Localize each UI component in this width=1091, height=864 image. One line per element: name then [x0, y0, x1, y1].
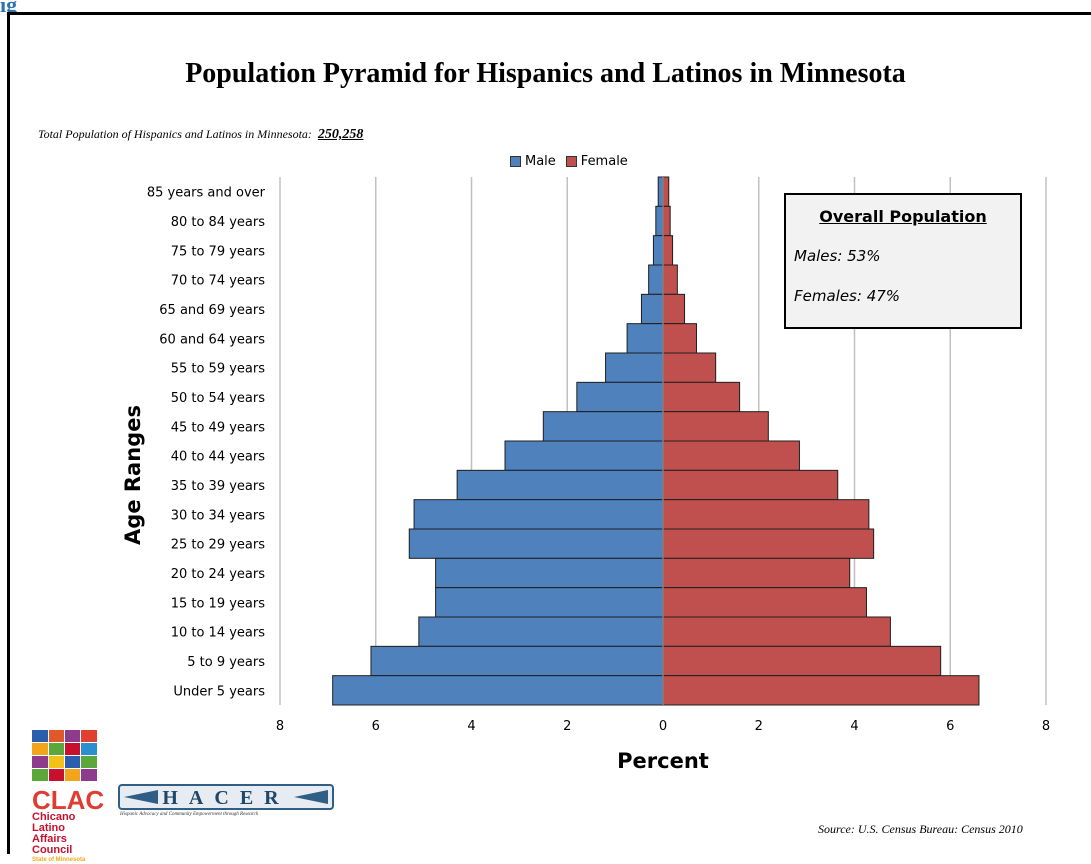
clac-mosaic-icon	[32, 730, 97, 781]
bar-female	[662, 557, 851, 589]
bar-male	[504, 440, 664, 471]
legend-item-female: Female	[565, 154, 628, 169]
bar-female	[662, 381, 741, 413]
chart-title: Population Pyramid for Hispanics and Lat…	[185, 58, 906, 89]
x-tick-label: 2	[563, 719, 571, 734]
bar-male	[413, 499, 664, 530]
bar-female	[662, 616, 891, 647]
bar-male	[576, 381, 664, 413]
bar-male	[370, 645, 664, 677]
category-label: 80 to 84 years	[171, 215, 266, 230]
overall-population-title: Overall Population	[819, 207, 987, 226]
category-label: 60 and 64 years	[159, 332, 265, 347]
category-label: 40 to 44 years	[171, 450, 266, 465]
bar-female	[662, 440, 800, 471]
category-label: 70 to 74 years	[171, 274, 266, 289]
bar-female	[662, 352, 717, 383]
category-label: 25 to 29 years	[171, 538, 266, 553]
bar-female	[662, 264, 678, 295]
legend-swatch-female	[565, 156, 577, 167]
category-label: 55 to 59 years	[171, 362, 266, 377]
category-label: 75 to 79 years	[171, 244, 266, 259]
y-axis-label: Age Ranges	[121, 405, 145, 545]
bar-female	[662, 675, 980, 706]
category-label: 85 years and over	[147, 186, 266, 201]
hacer-wordmark: HACER	[162, 787, 289, 809]
category-label: 35 to 39 years	[171, 479, 266, 494]
clac-logo-line3: State of Minnesota	[32, 857, 86, 863]
bar-male	[332, 675, 664, 706]
legend-label-female: Female	[580, 154, 628, 169]
total-population-line: Total Population of Hispanics and Latino…	[38, 127, 363, 143]
males-share: Males: 53%	[794, 247, 881, 265]
x-tick-label: 8	[1042, 719, 1050, 734]
x-axis-label: Percent	[617, 749, 709, 773]
category-label: 30 to 34 years	[171, 508, 266, 523]
category-label: 5 to 9 years	[187, 655, 265, 670]
bar-male	[648, 264, 664, 295]
hacer-badge-icon: HACER	[118, 784, 334, 810]
total-population-label: Total Population of Hispanics and Latino…	[38, 127, 312, 141]
x-tick-label: 4	[850, 719, 858, 734]
x-tick-label: 2	[755, 719, 763, 734]
bar-male	[652, 235, 664, 266]
bar-female	[662, 528, 875, 559]
clac-logo-line1: Chicano Latino	[32, 811, 76, 834]
bar-male	[456, 469, 664, 501]
bar-male	[418, 616, 664, 647]
bar-female	[662, 411, 769, 442]
clac-logo-wordmark: CLAC	[32, 785, 105, 815]
x-tick-label: 0	[659, 719, 667, 734]
bar-female	[662, 205, 671, 237]
clac-logo-line2: Affairs Council	[32, 833, 73, 856]
category-label: 10 to 14 years	[171, 626, 266, 641]
bar-female	[662, 176, 670, 207]
bar-female	[662, 293, 686, 325]
legend-label-male: Male	[525, 154, 556, 169]
bar-female	[662, 499, 870, 530]
bar-male	[640, 293, 664, 325]
bar-male	[542, 411, 664, 442]
bar-female	[662, 469, 839, 501]
bar-male	[408, 528, 664, 559]
bar-female	[662, 235, 674, 266]
hacer-tagline: Hispanic Advocacy and Community Empowerm…	[120, 812, 259, 817]
category-label: 20 to 24 years	[171, 567, 266, 582]
category-label: 65 and 69 years	[159, 303, 265, 318]
x-tick-label: 6	[946, 719, 954, 734]
hacer-logo: HACER Hispanic Advocacy and Community Em…	[118, 784, 336, 824]
x-tick-label: 8	[276, 719, 284, 734]
total-population-value: 250,258	[317, 127, 364, 142]
category-label: Under 5 years	[173, 684, 265, 699]
legend: Male Female	[510, 154, 628, 169]
x-tick-label: 6	[372, 719, 380, 734]
bar-female	[662, 645, 942, 677]
overall-population-box: Overall Population Males: 53% Females: 4…	[784, 193, 1022, 329]
source-note: Source: U.S. Census Bureau: Census 2010	[818, 822, 1023, 836]
category-label: 45 to 49 years	[171, 420, 266, 435]
bar-male	[655, 205, 664, 237]
category-label: 50 to 54 years	[171, 391, 266, 406]
x-tick-label: 4	[467, 719, 475, 734]
clac-logo: CLAC Chicano Latino Affairs Council Stat…	[32, 730, 105, 864]
bar-female	[662, 323, 698, 354]
legend-item-male: Male	[510, 154, 556, 169]
bar-male	[605, 352, 664, 383]
bar-male	[626, 323, 664, 354]
category-label: 15 to 19 years	[171, 596, 266, 611]
bar-female	[662, 587, 867, 618]
legend-swatch-male	[510, 156, 521, 167]
bar-male	[435, 557, 664, 589]
bar-male	[435, 587, 664, 618]
females-share: Females: 47%	[794, 287, 901, 305]
